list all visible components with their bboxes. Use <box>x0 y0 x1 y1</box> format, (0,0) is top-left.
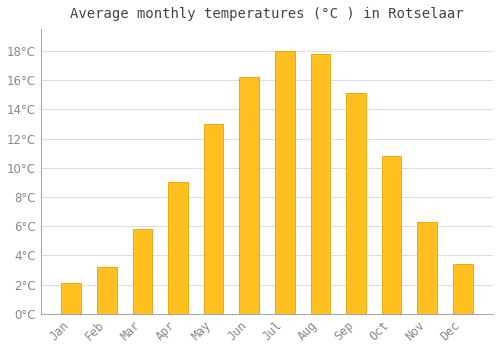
Bar <box>382 156 402 314</box>
Bar <box>418 222 437 314</box>
Title: Average monthly temperatures (°C ) in Rotselaar: Average monthly temperatures (°C ) in Ro… <box>70 7 464 21</box>
Bar <box>453 264 472 314</box>
Bar <box>168 182 188 314</box>
Bar <box>310 54 330 314</box>
Bar <box>204 124 224 314</box>
Bar <box>346 93 366 314</box>
Bar <box>97 267 116 314</box>
Bar <box>132 229 152 314</box>
Bar <box>275 51 294 314</box>
Bar <box>62 283 81 314</box>
Bar <box>240 77 259 314</box>
